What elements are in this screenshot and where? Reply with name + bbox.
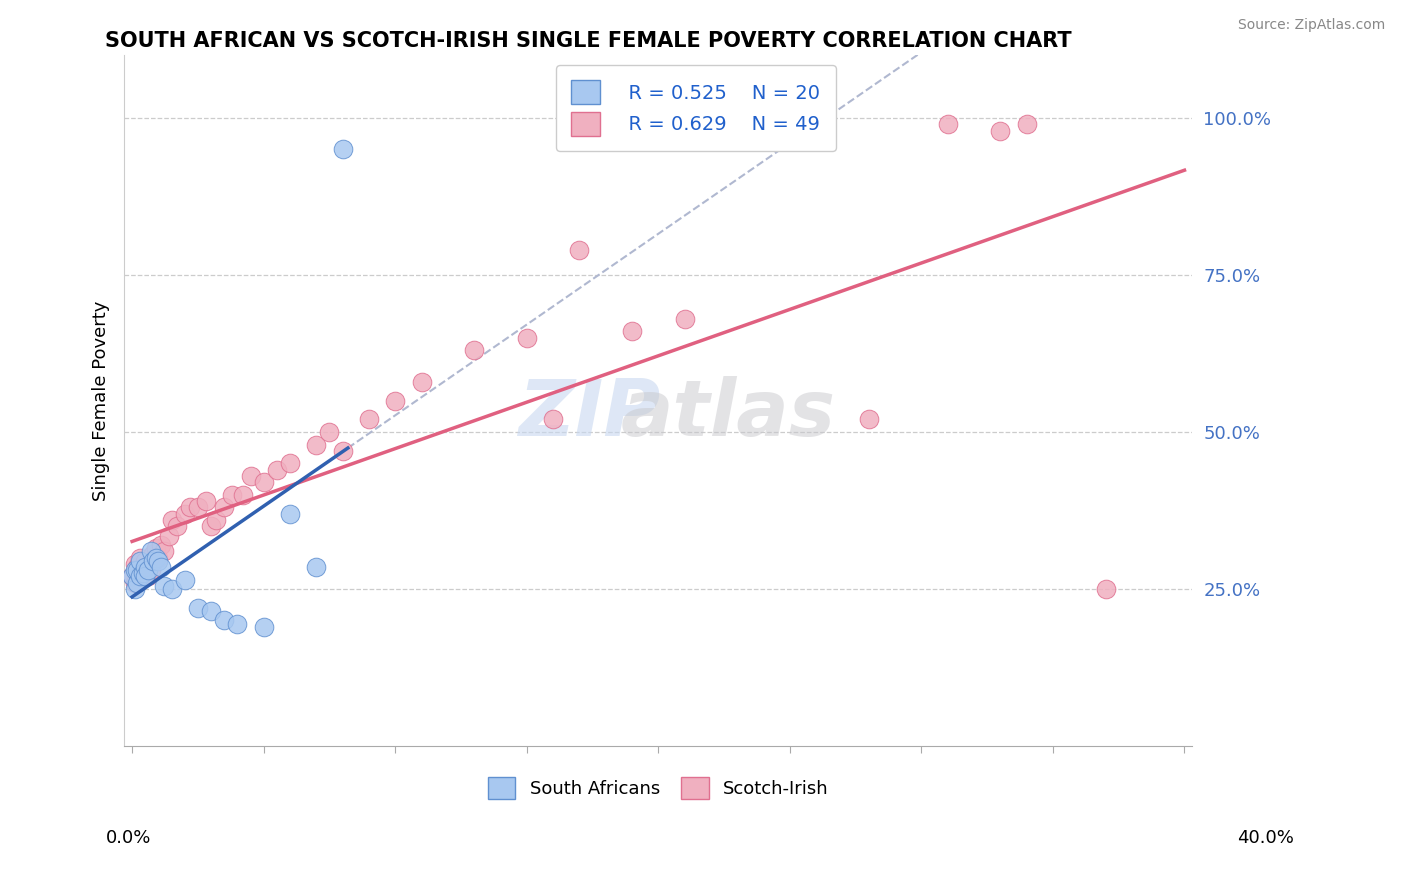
- Point: [150, 538, 173, 552]
- Point: [212, 613, 235, 627]
- Point: [194, 494, 217, 508]
- Point: [173, 573, 195, 587]
- Point: [152, 544, 174, 558]
- Point: [139, 544, 162, 558]
- Point: [516, 331, 538, 345]
- Point: [253, 475, 276, 490]
- Point: [134, 560, 156, 574]
- Point: [145, 550, 167, 565]
- Point: [221, 488, 243, 502]
- Point: [129, 566, 152, 581]
- Point: [131, 566, 153, 581]
- Point: [239, 469, 262, 483]
- Text: Source: ZipAtlas.com: Source: ZipAtlas.com: [1237, 18, 1385, 32]
- Point: [463, 343, 485, 358]
- Point: [142, 554, 165, 568]
- Text: 0.0%: 0.0%: [105, 829, 150, 847]
- Point: [124, 582, 146, 596]
- Point: [131, 563, 153, 577]
- Text: 40.0%: 40.0%: [1237, 829, 1294, 847]
- Point: [136, 563, 159, 577]
- Point: [541, 412, 564, 426]
- Point: [160, 513, 183, 527]
- Point: [1094, 582, 1116, 596]
- Point: [187, 600, 209, 615]
- Legend: South Africans, Scotch-Irish: South Africans, Scotch-Irish: [481, 770, 835, 806]
- Point: [305, 560, 328, 574]
- Point: [152, 579, 174, 593]
- Point: [127, 563, 149, 577]
- Point: [988, 123, 1011, 137]
- Point: [200, 519, 222, 533]
- Point: [278, 456, 301, 470]
- Point: [129, 550, 152, 565]
- Point: [124, 557, 146, 571]
- Point: [142, 548, 165, 562]
- Point: [148, 550, 170, 565]
- Point: [134, 554, 156, 568]
- Point: [127, 560, 149, 574]
- Point: [121, 569, 143, 583]
- Point: [129, 554, 152, 568]
- Point: [150, 560, 173, 574]
- Point: [332, 142, 354, 156]
- Point: [278, 507, 301, 521]
- Point: [134, 560, 156, 574]
- Point: [124, 563, 146, 577]
- Point: [205, 513, 228, 527]
- Point: [357, 412, 380, 426]
- Text: SOUTH AFRICAN VS SCOTCH-IRISH SINGLE FEMALE POVERTY CORRELATION CHART: SOUTH AFRICAN VS SCOTCH-IRISH SINGLE FEM…: [105, 31, 1073, 51]
- Point: [673, 312, 696, 326]
- Point: [384, 393, 406, 408]
- Point: [127, 563, 149, 577]
- Y-axis label: Single Female Poverty: Single Female Poverty: [93, 301, 110, 500]
- Point: [200, 604, 222, 618]
- Point: [134, 569, 156, 583]
- Point: [305, 437, 328, 451]
- Point: [129, 569, 152, 583]
- Point: [157, 528, 180, 542]
- Point: [166, 519, 188, 533]
- Point: [187, 500, 209, 515]
- Point: [160, 582, 183, 596]
- Point: [332, 443, 354, 458]
- Point: [173, 507, 195, 521]
- Point: [179, 500, 201, 515]
- Point: [145, 541, 167, 556]
- Text: atlas: atlas: [620, 376, 835, 452]
- Point: [1015, 117, 1038, 131]
- Point: [232, 488, 254, 502]
- Point: [411, 375, 433, 389]
- Point: [212, 500, 235, 515]
- Point: [620, 325, 643, 339]
- Text: ZIP: ZIP: [517, 376, 659, 452]
- Point: [136, 569, 159, 583]
- Point: [266, 463, 288, 477]
- Point: [936, 117, 959, 131]
- Point: [858, 412, 880, 426]
- Point: [568, 243, 591, 257]
- Point: [226, 616, 249, 631]
- Point: [121, 569, 143, 583]
- Point: [318, 425, 340, 439]
- Point: [148, 554, 170, 568]
- Point: [139, 563, 162, 577]
- Point: [127, 575, 149, 590]
- Point: [124, 575, 146, 590]
- Point: [253, 620, 276, 634]
